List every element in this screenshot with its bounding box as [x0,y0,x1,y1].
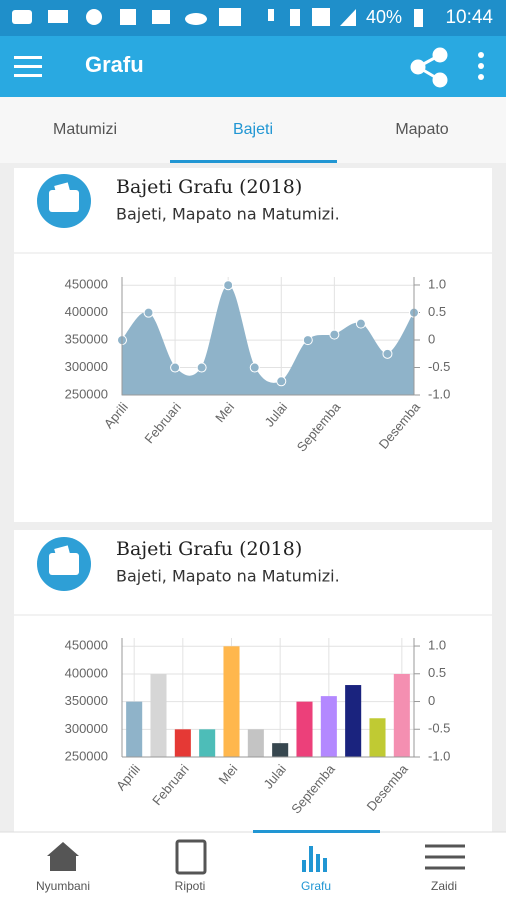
wallet-icon [37,537,91,591]
nav-indicator [253,830,380,833]
card-subtitle: Bajeti, Mapato na Matumizi. [116,205,340,224]
card-subtitle: Bajeti, Mapato na Matumizi. [116,567,340,586]
bar [296,701,313,757]
y2-tick-label: 0 [428,693,435,708]
bar [320,696,337,757]
y-tick-label: 450000 [65,638,108,653]
point [355,318,366,329]
tab[interactable]: Mapato [395,121,448,138]
y-tick-label: 300000 [65,359,108,374]
point [382,348,393,359]
point [276,376,287,387]
nav-label[interactable]: Zaidi [431,879,457,893]
bar [345,685,362,757]
point [170,362,181,373]
y-tick-label: 350000 [65,332,108,347]
point [329,329,340,340]
y2-tick-label: -1.0 [428,748,450,763]
bar [126,701,143,757]
share-button[interactable] [410,47,448,88]
bar [223,646,240,757]
bar [393,673,410,757]
point [196,362,207,373]
card-title: Bajeti Grafu (2018) [116,176,302,198]
point [223,280,234,291]
wallet-icon [37,174,91,228]
y2-tick-label: -0.5 [428,721,450,736]
status-bar [0,0,506,36]
y-tick-label: 350000 [65,693,108,708]
menu-button[interactable] [14,56,42,77]
card [14,530,492,840]
bar [150,673,167,757]
report-icon[interactable] [175,839,207,875]
app-title: Grafu [85,52,144,77]
bottom-nav [0,832,506,900]
y2-tick-label: 1.0 [428,637,446,652]
chart-icon[interactable] [302,846,327,872]
clock: 10:44 [445,7,493,28]
y-tick-label: 400000 [65,304,108,319]
status-icons [12,8,423,27]
battery-text: 40% [366,7,402,27]
tab[interactable]: Matumizi [53,121,117,138]
y-tick-label: 400000 [65,665,108,680]
bar [174,729,191,757]
bar [272,743,289,757]
tab-indicator [170,160,337,163]
bar [199,729,216,757]
y2-tick-label: -1.0 [428,386,450,401]
bar [247,729,264,757]
more-button[interactable] [478,52,484,80]
nav-label[interactable]: Ripoti [175,879,206,893]
home-icon[interactable] [47,842,79,871]
y-tick-label: 450000 [65,277,108,292]
y-tick-label: 250000 [65,748,108,763]
point [249,362,260,373]
y2-tick-label: 0.5 [428,665,446,680]
y2-tick-label: 0 [428,331,435,346]
tab-bar [0,97,506,163]
point [302,335,313,346]
settings-icon[interactable] [425,844,465,870]
y2-tick-label: -0.5 [428,359,450,374]
card-title: Bajeti Grafu (2018) [116,538,302,560]
bar [369,718,386,757]
tab-active[interactable]: Bajeti [233,121,273,138]
y2-tick-label: 0.5 [428,304,446,319]
y2-tick-label: 1.0 [428,276,446,291]
y-tick-label: 300000 [65,721,108,736]
app-bar [0,36,506,97]
nav-label[interactable]: Grafu [301,879,331,893]
point [143,307,154,318]
y-tick-label: 250000 [65,386,108,401]
nav-label[interactable]: Nyumbani [36,879,90,893]
